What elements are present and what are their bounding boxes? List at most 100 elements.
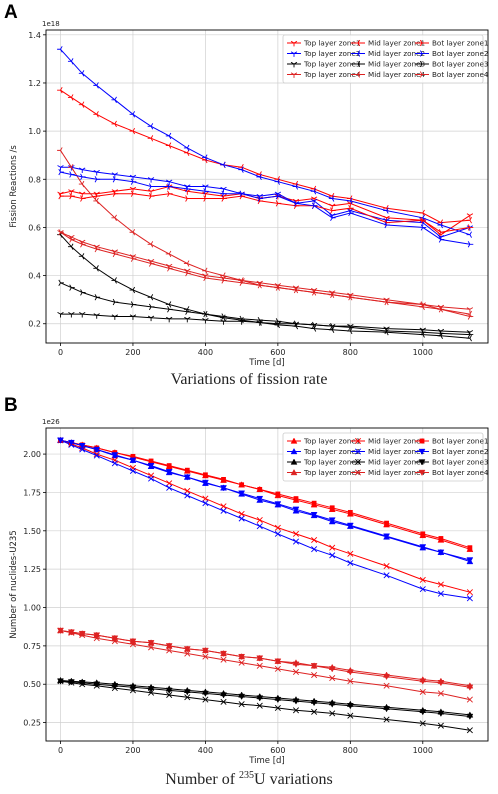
chart-a-data-point — [130, 190, 137, 197]
chart-b-legend-item: Mid layer zone3 — [351, 458, 425, 467]
chart-a-data-point — [312, 321, 318, 329]
chart-a-series-line — [60, 231, 470, 310]
chart-a-data-point — [274, 178, 280, 185]
panel-a-caption: Variations of fission rate — [171, 371, 328, 388]
chart-a-data-point — [203, 195, 209, 202]
chart-a-data-point — [330, 322, 336, 330]
chart-a-data-point — [129, 314, 137, 320]
chart-b-series-line — [60, 680, 470, 717]
chart-b-legend-label: Bot layer zone4 — [432, 468, 489, 477]
chart-a-data-point — [384, 221, 390, 229]
chart-b-data-point — [257, 486, 263, 492]
chart-b-data-point — [274, 665, 281, 672]
chart-b-data-point — [256, 695, 264, 702]
chart-a-data-point — [112, 176, 119, 183]
chart-b-data-point — [78, 630, 86, 638]
chart-b-data-point — [256, 523, 263, 530]
chart-a-data-point — [466, 307, 474, 313]
chart-a-legend-label: Top layer zone2 — [303, 49, 360, 58]
chart-a-data-point — [348, 294, 354, 301]
chart-a-data-point — [93, 169, 100, 176]
chart-a-data-point — [167, 183, 173, 190]
chart-b-data-point — [166, 484, 173, 491]
chart-b-data-point — [203, 472, 208, 478]
chart-b-data-point — [201, 647, 209, 654]
chart-b-series-4 — [57, 627, 474, 689]
chart-b-legend-label: Top layer zone1 — [303, 437, 360, 446]
panel-b-caption-sup: 235 — [239, 770, 254, 781]
chart-a-data-point — [67, 243, 74, 250]
chart-b-data-point — [274, 658, 282, 665]
chart-b-data-point — [292, 530, 300, 537]
chart-a-legend-marker — [419, 60, 426, 68]
chart-b-legend-label: Top layer zone2 — [303, 447, 360, 456]
chart-b-series-3 — [57, 676, 474, 718]
chart-b-data-point — [221, 476, 226, 482]
chart-b-y-tick-label: 0.75 — [23, 642, 41, 651]
chart-a-data-point — [256, 173, 262, 181]
chart-b-data-point — [274, 524, 281, 531]
chart-a-legend-item: Top layer zone4 — [287, 70, 361, 79]
chart-b-y-tick-label: 1.00 — [23, 604, 41, 613]
chart-b-data-point — [437, 690, 444, 697]
chart-a-data-point — [330, 291, 336, 299]
chart-a-data-point — [437, 221, 443, 229]
chart-a-data-point — [202, 154, 208, 161]
chart-a-x-tick-label: 400 — [198, 348, 213, 357]
chart-b-data-point — [311, 500, 317, 506]
chart-b-data-point — [111, 635, 119, 642]
chart-a-data-point — [112, 250, 119, 258]
chart-b-y-tick-label: 0.50 — [23, 680, 41, 689]
chart-b-series-6 — [57, 437, 473, 602]
chart-b-data-point — [183, 474, 191, 481]
chart-a-data-point — [147, 241, 154, 248]
chart-a-series-line — [60, 282, 470, 336]
chart-a-data-point — [80, 241, 86, 248]
chart-b-legend-marker — [354, 448, 362, 455]
chart-b-data-point — [148, 689, 155, 696]
chart-b-data-point — [220, 692, 227, 699]
chart-a-data-point — [93, 111, 99, 118]
chart-b-legend-item: Bot layer zone4 — [415, 468, 489, 477]
chart-a-data-point — [185, 195, 191, 202]
chart-b-data-point — [438, 536, 444, 541]
chart-b-data-point — [274, 696, 282, 704]
chart-b-data-point — [311, 546, 318, 553]
chart-a-data-point — [167, 190, 173, 197]
chart-a-data-point — [438, 229, 445, 236]
chart-a-data-point — [130, 255, 137, 262]
chart-b-data-point — [147, 640, 155, 647]
chart-a-data-point — [57, 147, 63, 154]
chart-a-data-point — [165, 179, 173, 186]
chart-b-data-point — [166, 691, 173, 699]
chart-b-data-point — [129, 684, 137, 691]
chart-a-data-point — [111, 314, 119, 320]
chart-a-data-point — [78, 101, 85, 108]
chart-b-data-point — [329, 544, 336, 551]
chart-b-data-point — [238, 515, 245, 522]
chart-b-data-point — [383, 706, 390, 713]
chart-a-data-point — [80, 195, 86, 202]
chart-a-data-point — [93, 313, 100, 319]
chart-b-legend-marker — [418, 448, 426, 456]
chart-b-x-tick-label: 200 — [125, 746, 140, 755]
chart-b-data-point — [383, 673, 390, 681]
chart-b-x-tick-label: 1000 — [413, 746, 433, 755]
chart-a-data-point — [69, 236, 75, 243]
chart-b-series-line — [60, 680, 470, 731]
chart-b-legend-item: Bot layer zone1 — [415, 437, 488, 446]
chart-a-data-point — [346, 197, 353, 205]
chart-a-x-tick-label: 0 — [58, 348, 63, 357]
chart-a-legend-marker — [290, 51, 298, 57]
chart-a-axes-frame — [45, 29, 489, 344]
chart-a-data-point — [420, 224, 427, 231]
chart-b-data-point — [293, 496, 299, 501]
chart-a-data-point — [239, 190, 246, 197]
chart-a-fission-rate: 0 200 400 600 800 1000 0.2 0.4 0.6 0.8 1.0 1.2 1.4 Ti… — [9, 20, 489, 368]
chart-b-data-point — [166, 480, 173, 487]
chart-b-data-point — [220, 503, 227, 510]
chart-a-series-4 — [57, 230, 474, 313]
chart-a-data-point — [130, 178, 137, 185]
chart-b-data-point — [165, 687, 173, 694]
